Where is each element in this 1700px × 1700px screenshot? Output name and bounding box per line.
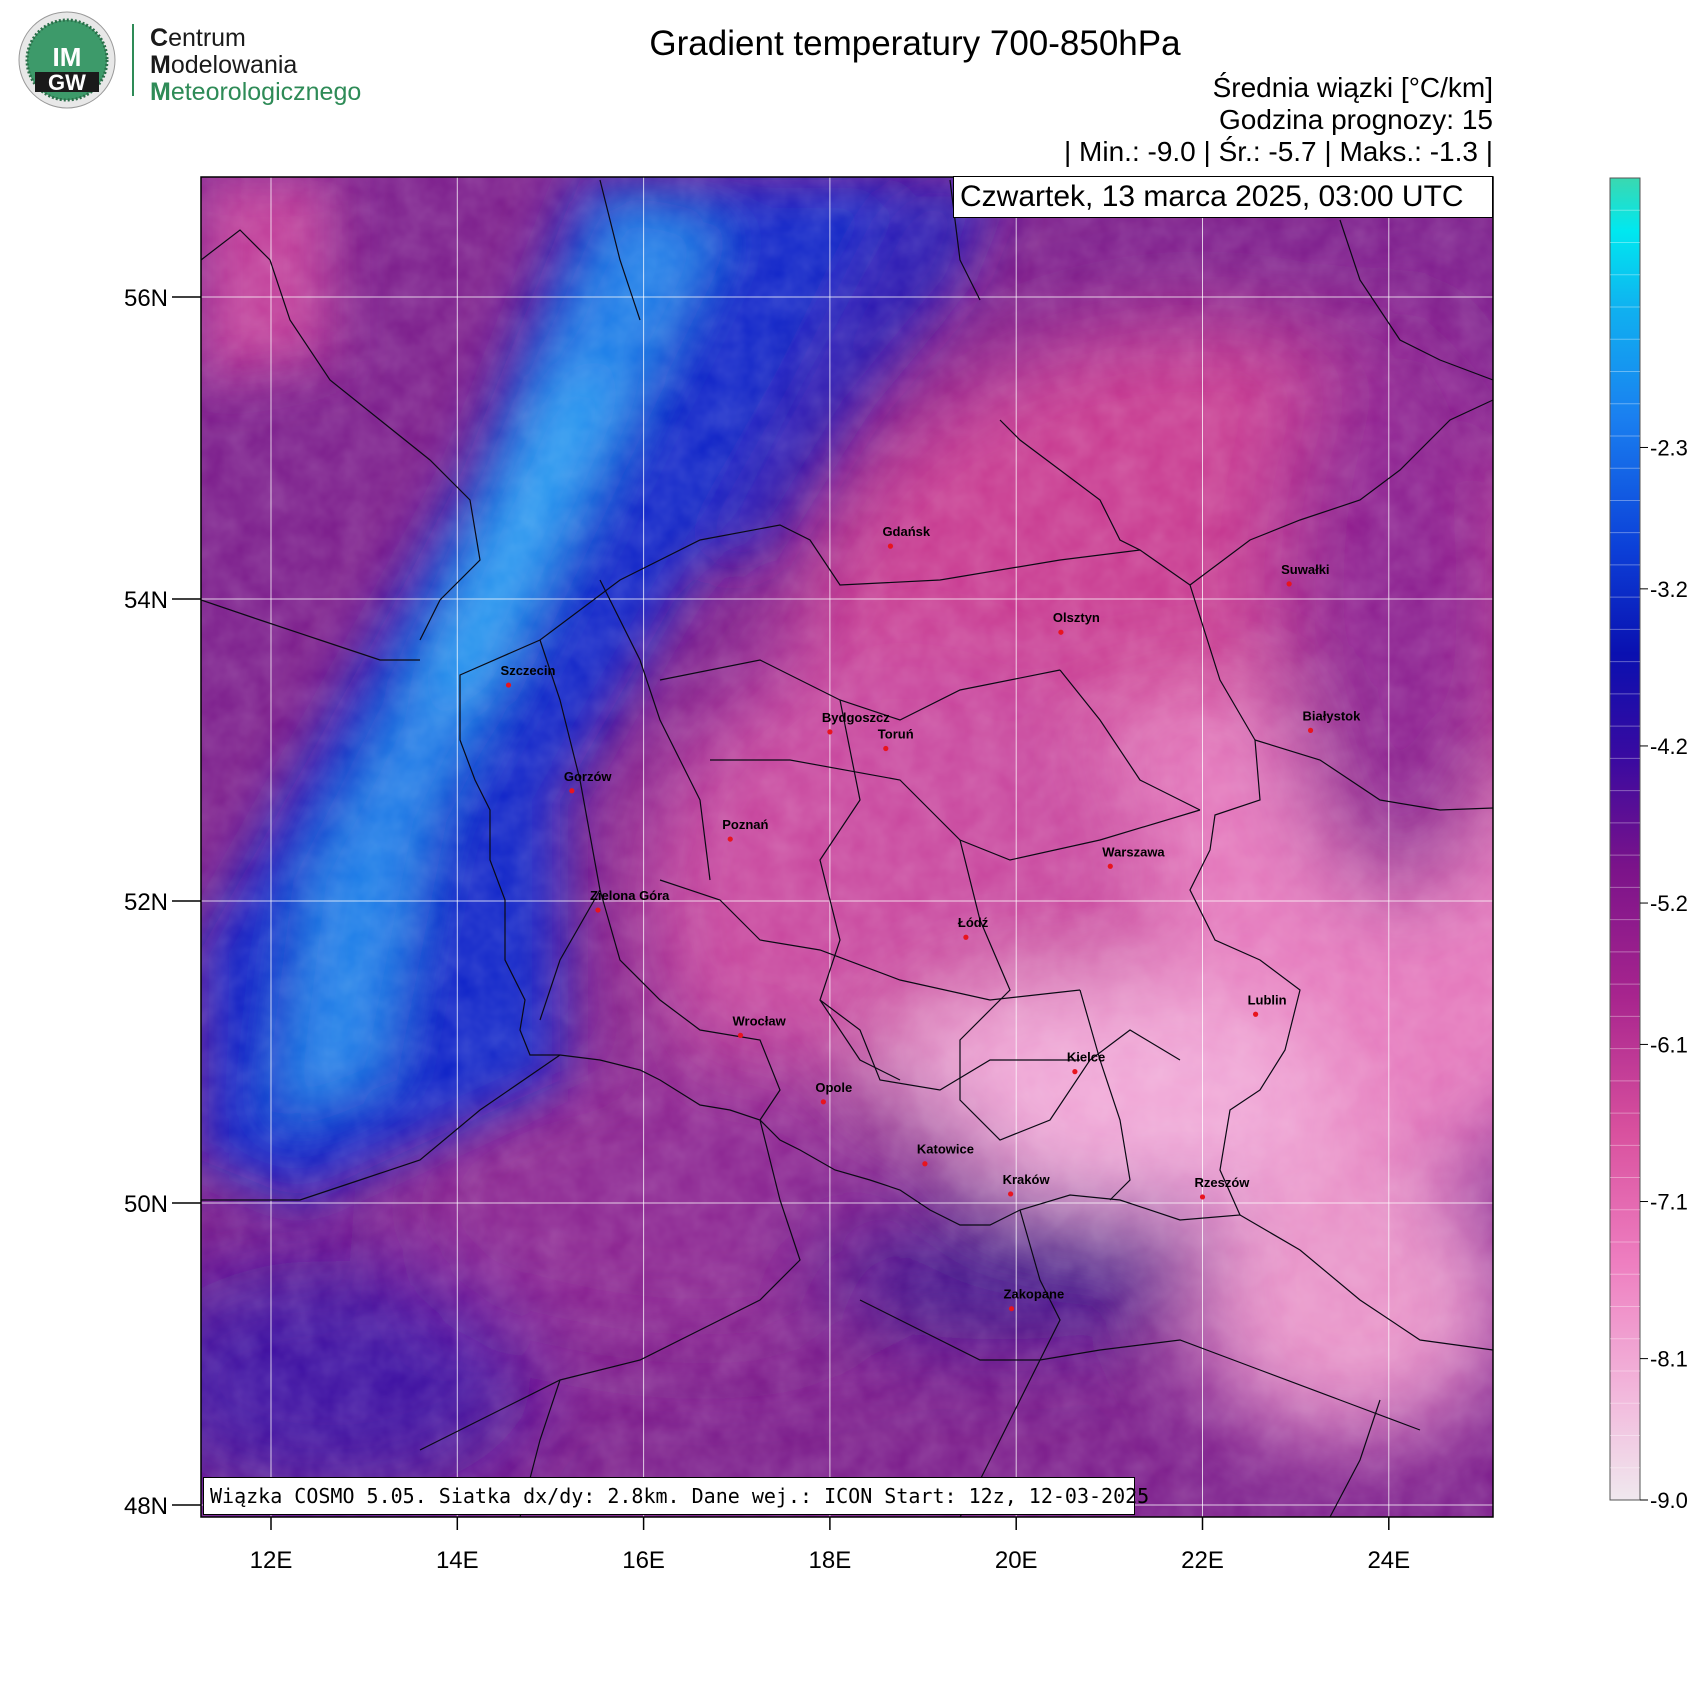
city-dot: [883, 745, 889, 752]
city-dot: [820, 1099, 826, 1105]
lon-tick-label: 16E: [622, 1547, 665, 1574]
city-dot: [737, 1032, 744, 1038]
city-dot: [1252, 1011, 1259, 1017]
lon-tick-label: 12E: [250, 1547, 293, 1574]
forecast-datetime: Czwartek, 13 marca 2025, 03:00 UTC: [953, 176, 1493, 218]
city-label: Białystok: [1303, 708, 1362, 723]
colorbar-label: -5.2: [1650, 891, 1688, 916]
logo-line-centrum: Centrum: [150, 24, 246, 52]
borders: [201, 179, 1493, 1517]
imgw-badge-icon: IM GW: [18, 11, 116, 109]
logo-line-meteorologicznego: Meteorologicznego: [150, 78, 362, 106]
subtitle-forecast-hour: Godzina prognozy: 15: [1219, 104, 1493, 135]
city-dot: [1072, 1069, 1078, 1075]
city-label: Szczecin: [501, 663, 556, 678]
city-dot: [1307, 727, 1314, 733]
city-dot: [827, 729, 833, 735]
city-label: Łódź: [958, 915, 989, 930]
city-dot: [963, 934, 969, 940]
city-dot: [505, 682, 512, 688]
logo-badge-im: IM: [53, 42, 82, 72]
city-dot: [1008, 1191, 1014, 1197]
colorbar-ramp: [1609, 177, 1641, 1501]
lat-tick-label: 54N: [124, 587, 168, 614]
city-dot: [1199, 1194, 1206, 1200]
colorbar-label: -4.2: [1650, 734, 1688, 759]
lat-tick-label: 56N: [124, 285, 168, 312]
city-label: Kielce: [1067, 1050, 1105, 1065]
logo-divider: [132, 24, 134, 96]
city-label: Wrocław: [732, 1013, 786, 1028]
gradient-field: [201, 177, 1493, 1517]
city-label: Kraków: [1003, 1172, 1051, 1187]
city-label: Katowice: [917, 1142, 974, 1157]
city-dot: [922, 1161, 928, 1167]
city-label: Toruń: [878, 726, 914, 741]
city-label: Bydgoszcz: [822, 710, 890, 725]
city-dot: [1107, 863, 1113, 869]
map-axes: 12E 14E 16E 18E 20E 22E 24E 48N 50N 52N 54N 56N: [124, 285, 1410, 1574]
colorbar-label: -8.1: [1650, 1347, 1688, 1372]
lat-tick-label: 48N: [124, 1493, 168, 1520]
lon-tick-label: 24E: [1367, 1547, 1410, 1574]
colorbar-label: -2.3: [1650, 435, 1688, 460]
colorbar-label: -3.2: [1650, 577, 1688, 602]
city-markers: Gdańsk Suwałki Olsztyn Białystok Szczecin Byd…: [501, 524, 1362, 1312]
city-label: Poznań: [722, 817, 768, 832]
imgw-logo: IM GW Centrum Modelowania Meteorologiczn…: [10, 10, 385, 110]
city-dot: [1008, 1306, 1015, 1312]
lat-tick-label: 52N: [124, 889, 168, 916]
city-label: Gdańsk: [882, 524, 930, 539]
map-title: Gradient temperatury 700-850hPa: [649, 24, 1181, 63]
subtitle-stats: | Min.: -9.0 | Śr.: -5.7 | Maks.: -1.3 |: [1064, 136, 1493, 167]
colorbar-label: -9.0: [1650, 1488, 1688, 1513]
lon-tick-label: 20E: [995, 1547, 1038, 1574]
city-dot: [569, 788, 575, 794]
city-dot: [595, 907, 601, 913]
city-label: Opole: [815, 1080, 852, 1095]
city-label: Zakopane: [1004, 1287, 1065, 1302]
city-label: Olsztyn: [1053, 610, 1100, 625]
city-label: Gorzów: [564, 769, 613, 784]
city-label: Rzeszów: [1195, 1175, 1251, 1190]
city-dot: [1058, 629, 1064, 635]
lat-tick-label: 50N: [124, 1191, 168, 1218]
lon-tick-label: 14E: [436, 1547, 479, 1574]
map-frame: [200, 176, 1494, 1518]
city-label: Lublin: [1248, 992, 1287, 1007]
colorbar-label: -7.1: [1650, 1190, 1688, 1215]
model-footnote: Wiązka COSMO 5.05. Siatka dx/dy: 2.8km. …: [203, 1477, 1149, 1515]
city-label: Suwałki: [1281, 562, 1329, 577]
logo-line-modelowania: Modelowania: [150, 51, 298, 79]
lon-tick-label: 18E: [809, 1547, 852, 1574]
city-label: Zielona Góra: [590, 888, 670, 903]
colorbar: -2.3 -3.2 -4.2 -5.2 -6.1 -7.1 -8.1 -9.0: [1609, 177, 1688, 1513]
city-label: Warszawa: [1102, 844, 1165, 859]
city-dot: [1286, 581, 1292, 587]
subtitle-units: Średnia wiązki [°C/km]: [1212, 72, 1493, 103]
colorbar-label: -6.1: [1650, 1032, 1688, 1057]
logo-badge-gw: GW: [48, 70, 86, 95]
city-dot: [887, 543, 894, 549]
lon-tick-label: 22E: [1181, 1547, 1224, 1574]
city-dot: [727, 836, 733, 842]
